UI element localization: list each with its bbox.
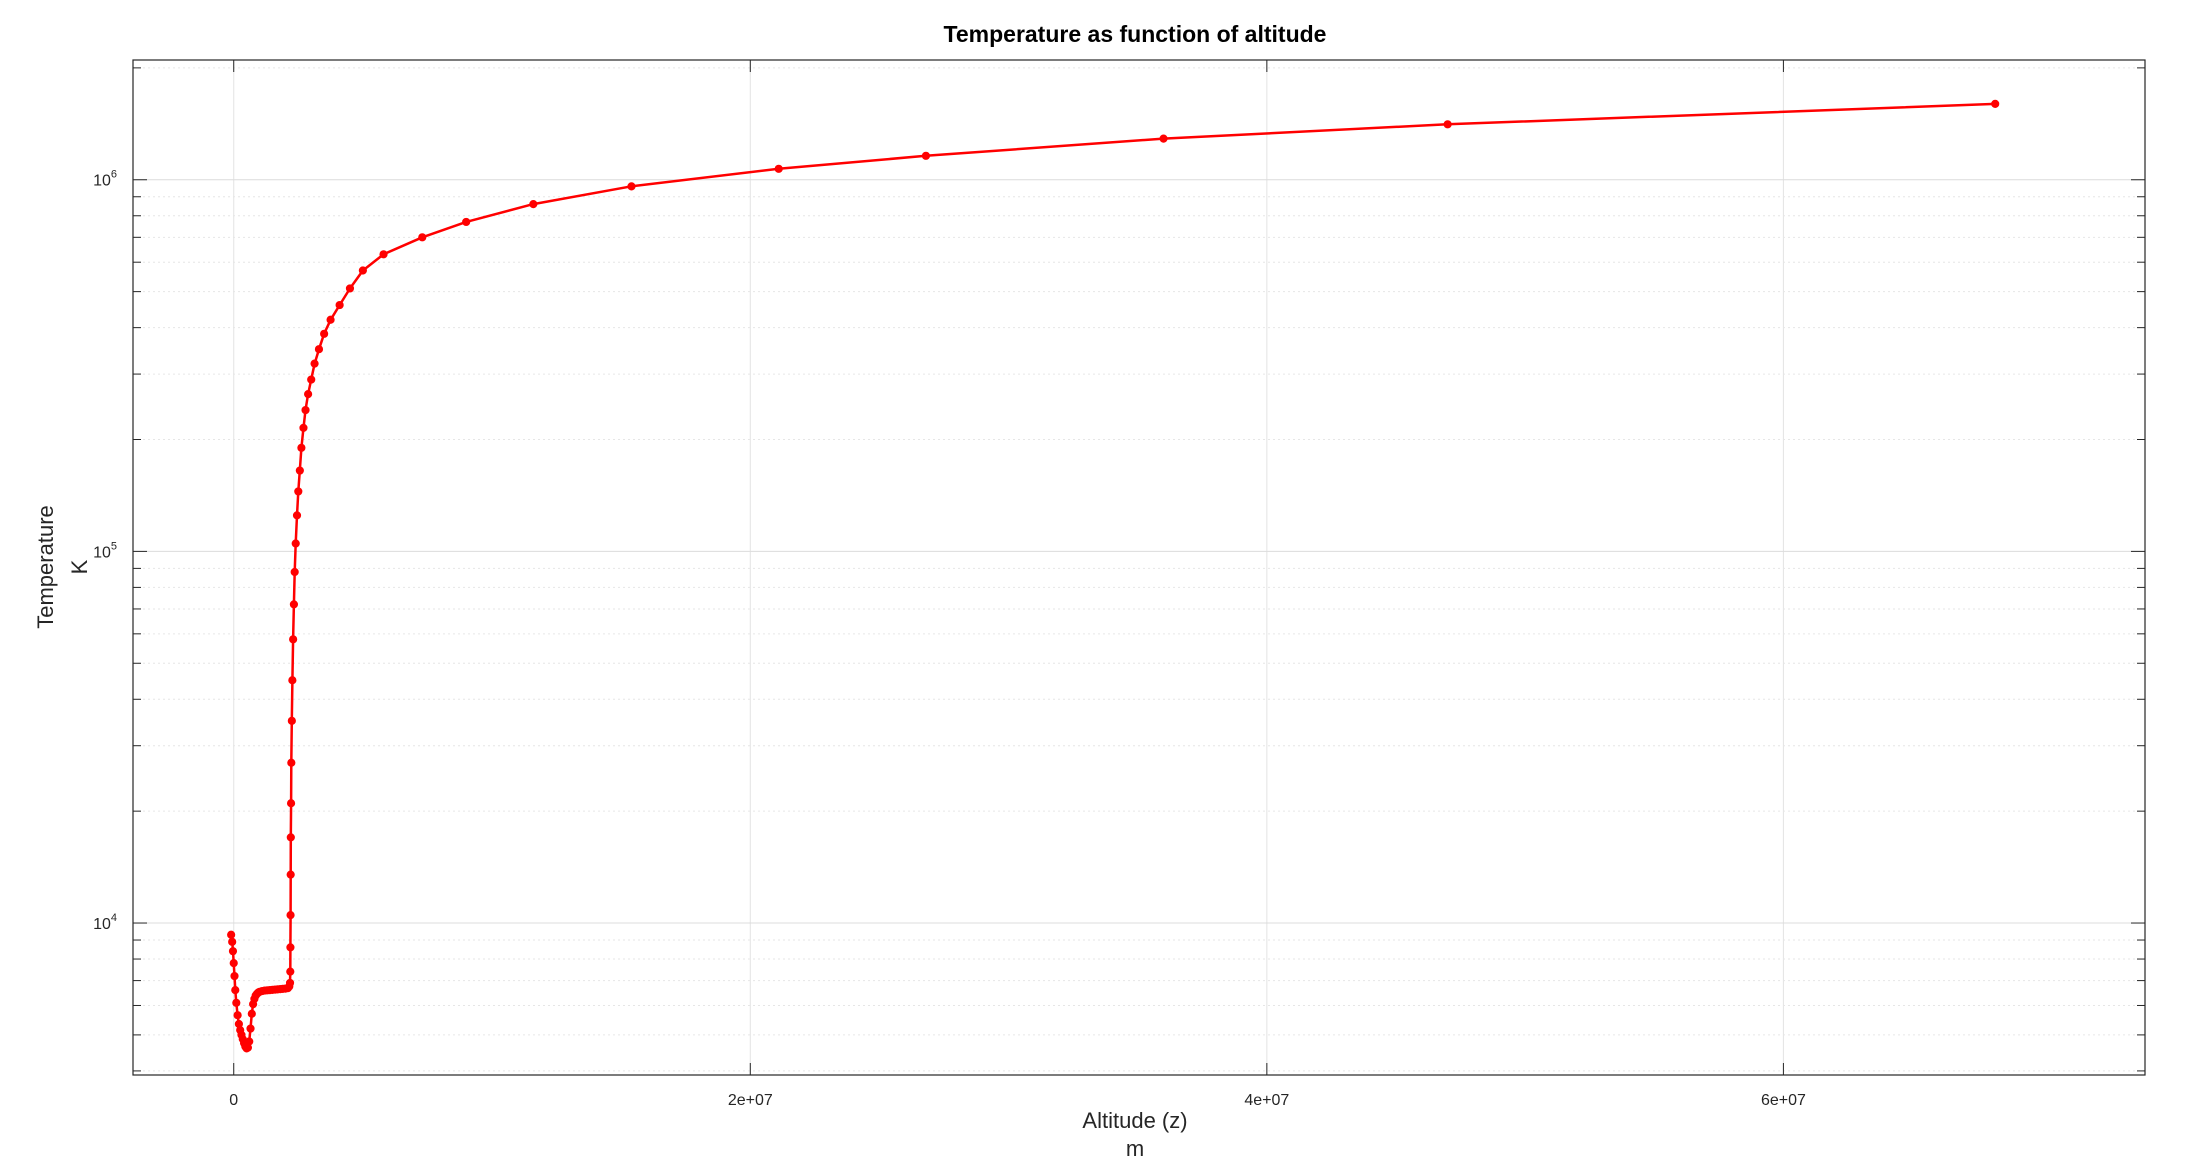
y-tick-label: 105 bbox=[93, 540, 117, 561]
data-point bbox=[229, 959, 238, 968]
data-point bbox=[286, 799, 296, 808]
data-point bbox=[287, 716, 296, 725]
data-point bbox=[231, 985, 240, 995]
x-tick-label: 6e+07 bbox=[1761, 1092, 1806, 1109]
data-point bbox=[310, 359, 319, 368]
data-point bbox=[345, 284, 355, 293]
data-point bbox=[290, 567, 299, 577]
y-tick-label: 106 bbox=[93, 169, 117, 190]
data-point bbox=[232, 998, 241, 1007]
data-point bbox=[320, 329, 329, 338]
data-point bbox=[462, 217, 471, 227]
data-point bbox=[246, 1024, 255, 1033]
data-point bbox=[292, 511, 302, 520]
axes-frame bbox=[132, 59, 2146, 1076]
chart-title: Temperature as function of altitude bbox=[944, 21, 1327, 47]
data-point bbox=[285, 978, 295, 988]
data-point bbox=[289, 635, 298, 644]
y-tick-label-base: 10 bbox=[93, 916, 111, 933]
data-point bbox=[286, 911, 295, 920]
data-point bbox=[529, 199, 538, 209]
data-point bbox=[228, 937, 237, 946]
data-point bbox=[307, 375, 316, 384]
y-tick-label-base: 10 bbox=[93, 173, 111, 190]
data-point bbox=[228, 947, 238, 956]
data-point bbox=[1443, 120, 1452, 129]
data-point bbox=[921, 151, 931, 160]
data-point bbox=[774, 164, 783, 173]
x-tick-label: 0 bbox=[229, 1092, 238, 1109]
y-tick-label: 104 bbox=[93, 912, 117, 933]
data-point bbox=[288, 676, 297, 685]
data-point bbox=[294, 487, 303, 496]
x-tick-label: 4e+07 bbox=[1244, 1092, 1289, 1109]
grid bbox=[133, 60, 2145, 1075]
data-point bbox=[233, 1011, 242, 1020]
data-point bbox=[245, 1037, 254, 1046]
data-point bbox=[230, 971, 239, 981]
data-point bbox=[286, 943, 295, 952]
data-point bbox=[418, 233, 427, 242]
y-tick-label-exponent: 4 bbox=[111, 912, 117, 924]
data-point bbox=[289, 600, 299, 609]
data-point bbox=[358, 266, 367, 275]
plot-area bbox=[227, 99, 2000, 1053]
data-point bbox=[299, 423, 308, 432]
data-point bbox=[247, 1009, 256, 1018]
data-point bbox=[1991, 99, 2000, 108]
data-point bbox=[335, 300, 344, 310]
x-tick-label: 2e+07 bbox=[728, 1092, 773, 1109]
y-tick-label-base: 10 bbox=[93, 544, 111, 561]
x-axis-unit: m bbox=[1126, 1136, 1144, 1161]
data-point bbox=[1159, 134, 1168, 143]
axes-box bbox=[132, 59, 2146, 1076]
y-axis-unit: K bbox=[67, 559, 92, 574]
data-point bbox=[297, 443, 306, 452]
data-point bbox=[287, 758, 296, 767]
data-point bbox=[304, 389, 313, 399]
x-axis-label: Altitude (z) bbox=[1082, 1108, 1187, 1133]
data-point bbox=[291, 539, 300, 548]
data-point bbox=[627, 182, 636, 191]
data-point bbox=[295, 466, 304, 475]
data-point bbox=[286, 870, 295, 879]
data-point bbox=[326, 315, 335, 324]
y-tick-label-exponent: 5 bbox=[111, 540, 117, 552]
data-point bbox=[314, 345, 324, 354]
data-point bbox=[379, 250, 388, 259]
data-point bbox=[286, 967, 295, 976]
y-axis-label: Temperature bbox=[33, 505, 58, 629]
y-tick-label-exponent: 6 bbox=[111, 169, 117, 181]
data-point bbox=[301, 405, 310, 415]
data-point bbox=[227, 930, 236, 939]
data-point bbox=[286, 833, 295, 842]
